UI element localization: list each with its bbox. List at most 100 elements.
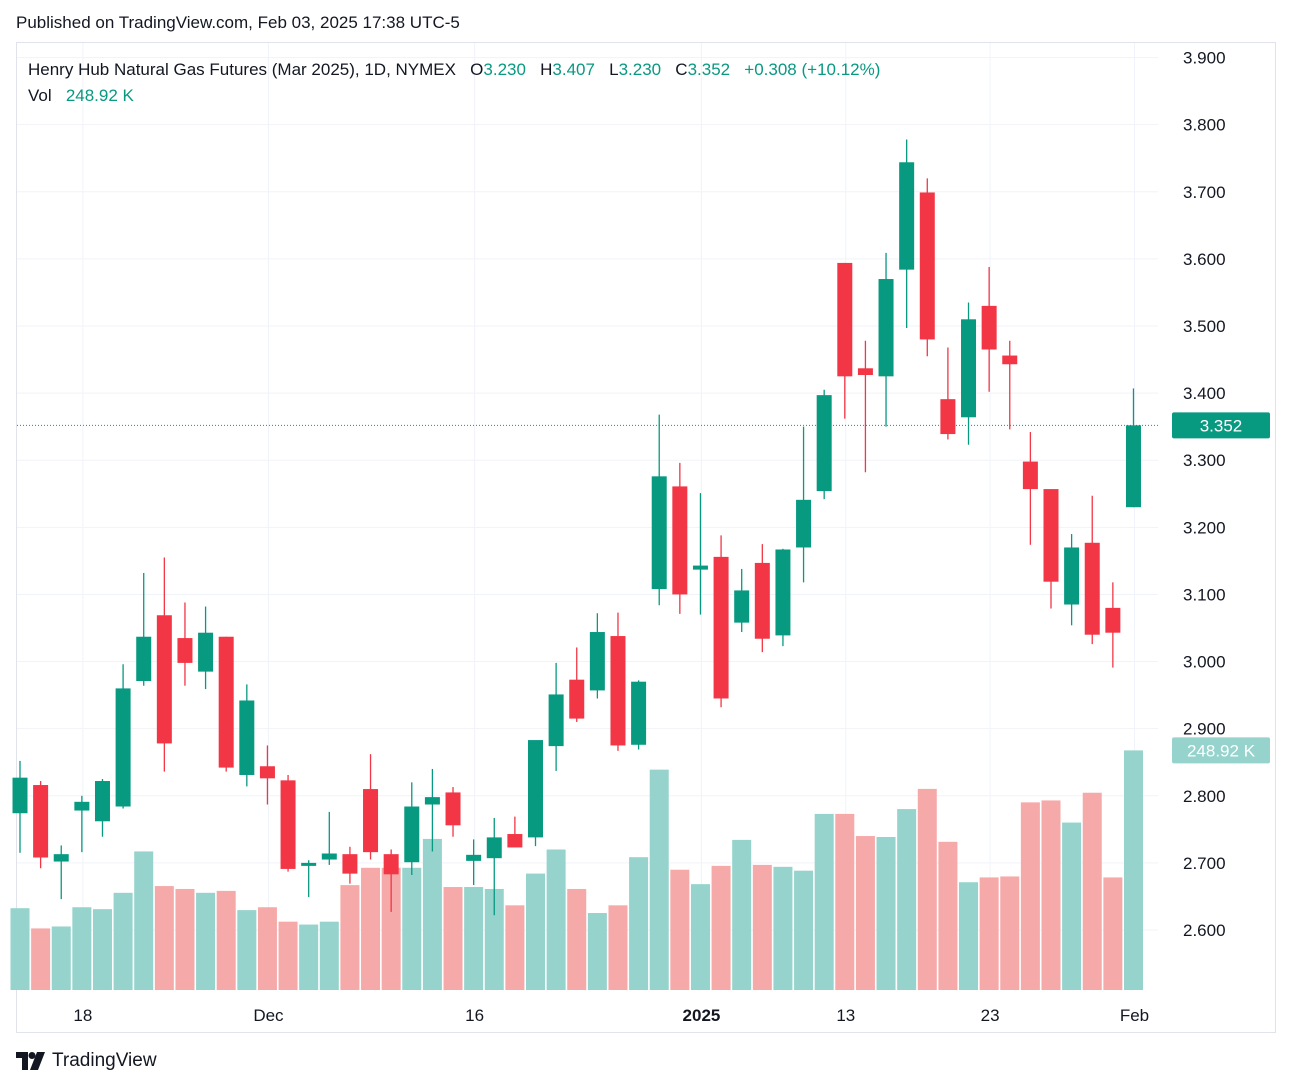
volume-bar (917, 788, 937, 990)
candle-body (1043, 489, 1059, 582)
volume-bar (402, 867, 422, 990)
ohlc-row: Henry Hub Natural Gas Futures (Mar 2025)… (28, 57, 880, 83)
candle-body (259, 766, 275, 779)
volume-bar (608, 905, 628, 990)
candle-body (12, 777, 28, 814)
y-tick-label: 3.100 (1183, 585, 1226, 604)
candle-body (342, 854, 358, 874)
high-value: 3.407 (552, 60, 595, 79)
open-label: O (470, 60, 484, 79)
candle-body (528, 740, 543, 838)
x-tick-label: 13 (836, 1006, 855, 1025)
high-label: H (540, 60, 553, 79)
volume-bar (257, 907, 277, 990)
low-value: 3.230 (618, 60, 662, 79)
symbol-title: Henry Hub Natural Gas Futures (Mar 2025)… (28, 60, 456, 79)
volume-bar (526, 873, 545, 990)
candle-body (363, 789, 379, 853)
x-tick-label: Dec (253, 1006, 284, 1025)
volume-bar (196, 892, 216, 990)
volume-bar (835, 813, 855, 990)
y-tick-label: 2.900 (1183, 720, 1226, 739)
candle-body (1125, 425, 1141, 508)
y-tick-label: 3.500 (1183, 317, 1226, 336)
volume-bar (505, 905, 525, 990)
volume-bar (773, 866, 793, 990)
volume-bar (855, 836, 875, 990)
volume-bar (154, 886, 174, 990)
volume-bar (1103, 877, 1123, 990)
volume-bar (711, 865, 731, 990)
candle-body (280, 780, 296, 869)
volume-bar (1020, 802, 1040, 990)
volume-bar (979, 877, 999, 990)
x-tick-label: 16 (465, 1006, 484, 1025)
candle-body (610, 636, 626, 746)
candle-body (1064, 547, 1080, 605)
x-tick-label: 18 (73, 1006, 92, 1025)
volume-bar (629, 857, 649, 990)
volume-label: Vol (28, 86, 52, 105)
x-tick-label: 2025 (683, 1006, 721, 1025)
y-tick-label: 3.000 (1183, 653, 1226, 672)
candle-body (775, 549, 791, 636)
candle-body (569, 679, 585, 719)
volume-bar (422, 838, 442, 990)
candle-body (899, 162, 915, 270)
volume-bar (31, 928, 51, 990)
last-volume-badge (1172, 737, 1270, 764)
volume-bar (299, 924, 319, 990)
candle-body (734, 590, 750, 623)
candle-body (1084, 542, 1100, 635)
close-value: 3.352 (687, 60, 731, 79)
footer-brand[interactable]: TradingView (16, 1050, 157, 1072)
close-label: C (675, 60, 688, 79)
volume-bar (237, 910, 257, 990)
y-tick-label: 2.600 (1183, 921, 1226, 940)
candle-body (239, 700, 255, 775)
candle-body (857, 368, 873, 376)
volume-bar (340, 885, 360, 990)
open-value: 3.230 (483, 60, 526, 79)
volume-row: Vol 248.92 K (28, 83, 880, 109)
candle-body (115, 688, 131, 807)
candle-body (466, 854, 482, 861)
candle-body (486, 837, 502, 859)
volume-bar (134, 851, 154, 990)
y-tick-label: 3.400 (1183, 384, 1226, 403)
chart-frame[interactable] (16, 42, 1276, 1033)
x-tick-label: 23 (981, 1006, 1000, 1025)
candle-body (837, 262, 853, 377)
tradingview-logo-icon (16, 1052, 45, 1070)
last-price-badge-text: 3.352 (1200, 416, 1243, 435)
volume-bar (113, 892, 133, 990)
candle-body (981, 305, 997, 350)
candle-body (218, 636, 234, 768)
volume-bar (587, 913, 607, 990)
candle-body (961, 319, 977, 418)
volume-bar (319, 921, 339, 990)
candle-body (940, 399, 956, 435)
candle-body (692, 565, 708, 570)
x-tick-label: Feb (1120, 1006, 1149, 1025)
volume-bar (959, 882, 979, 990)
candle-body (156, 615, 172, 744)
candle-body (404, 806, 420, 863)
volume-bar (10, 908, 30, 990)
volume-bar (732, 839, 752, 990)
candle-body (301, 862, 317, 866)
candle-body (321, 853, 337, 860)
volume-bar (175, 888, 195, 990)
y-tick-label: 3.300 (1183, 451, 1226, 470)
volume-bar (1041, 800, 1061, 990)
volume-bar (670, 869, 690, 990)
candle-body (754, 562, 770, 639)
volume-bar (938, 841, 958, 990)
volume-bar (92, 909, 112, 990)
candle-body (507, 834, 523, 848)
volume-value: 248.92 K (65, 86, 134, 105)
candle-body (53, 854, 69, 862)
volume-bar (72, 907, 92, 990)
published-caption: Published on TradingView.com, Feb 03, 20… (16, 13, 460, 32)
